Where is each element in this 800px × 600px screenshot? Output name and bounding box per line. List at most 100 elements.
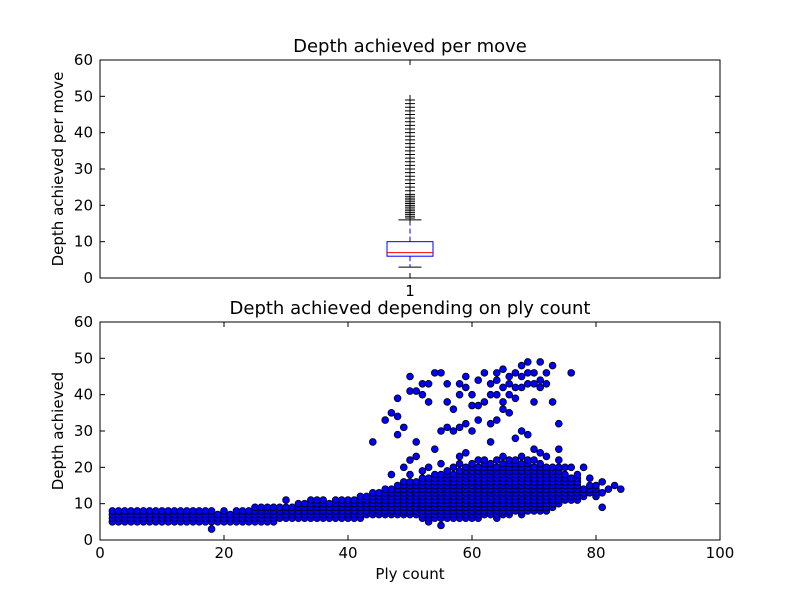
scatter-point [530, 398, 538, 406]
scatter-point [548, 361, 557, 370]
scatter-point [176, 507, 185, 515]
scatter-point [474, 376, 483, 384]
scatter-point [474, 456, 483, 464]
scatter-point [201, 507, 210, 515]
scatter-point [381, 485, 390, 493]
scatter-point [517, 372, 526, 381]
scatter-point [207, 525, 216, 533]
scatter-point [257, 503, 266, 512]
scatter-point [499, 452, 507, 461]
scatter-point [195, 507, 204, 515]
scatter-point [269, 503, 278, 512]
scatter-point [145, 507, 154, 515]
scatter-plot-x-tick-label: 80 [586, 544, 605, 562]
scatter-point [437, 369, 445, 377]
scatter-point [554, 419, 563, 428]
scatter-point [424, 379, 433, 388]
scatter-point [530, 369, 538, 377]
scatter-point [300, 499, 309, 508]
scatter-point [542, 452, 551, 461]
scatter-point [486, 379, 495, 388]
scatter-point [214, 510, 222, 519]
scatter-plot-y-ticks: 0 10 20 30 40 50 60 [74, 313, 720, 549]
scatter-point [399, 478, 408, 486]
scatter-point [430, 369, 439, 377]
scatter-point [368, 438, 377, 446]
scatter-point [449, 405, 458, 414]
scatter-point [542, 463, 551, 472]
scatter-point [492, 416, 501, 424]
scatter-plot-y-tick-label: 10 [74, 495, 93, 513]
scatter-plot-y-tick-label: 20 [74, 458, 93, 476]
scatter-point [282, 496, 290, 504]
scatter-point [542, 379, 551, 388]
scatter-point [406, 470, 414, 479]
scatter-point [170, 507, 179, 515]
box-plot-x-ticks: 1 [405, 60, 415, 300]
scatter-point [561, 463, 569, 472]
scatter-point [492, 390, 501, 399]
scatter-point [530, 445, 538, 453]
scatter-point [461, 372, 470, 381]
scatter-point [604, 485, 613, 493]
scatter-point [220, 507, 228, 515]
scatter-point [511, 434, 520, 443]
scatter-point [517, 459, 526, 468]
scatter-point [517, 361, 526, 370]
scatter-point [592, 481, 600, 490]
scatter-point [542, 369, 551, 377]
scatter-point [554, 456, 563, 464]
scatter-point [424, 474, 433, 483]
scatter-point [554, 445, 563, 453]
scatter-point [443, 467, 452, 475]
scatter-point [263, 503, 272, 512]
scatter-point [443, 398, 452, 406]
scatter-point [598, 488, 606, 497]
scatter-point [412, 438, 421, 446]
scatter-point [468, 390, 476, 399]
scatter-plot-points [108, 358, 625, 533]
scatter-point [480, 398, 489, 406]
scatter-point [567, 369, 575, 377]
scatter-point [567, 463, 575, 472]
scatter-point [548, 398, 557, 406]
scatter-point [406, 478, 414, 486]
scatter-point [517, 452, 526, 461]
scatter-point [523, 379, 532, 388]
scatter-point [505, 390, 514, 399]
scatter-point [121, 507, 129, 515]
scatter-point [437, 427, 445, 435]
scatter-point [393, 481, 402, 490]
scatter-point [139, 507, 148, 515]
scatter-point [282, 503, 290, 512]
scatter-point [455, 379, 464, 388]
scatter-point [585, 481, 594, 490]
scatter-point [468, 459, 476, 468]
scatter-point [505, 409, 514, 417]
scatter-point [164, 507, 173, 515]
scatter-point [152, 507, 160, 515]
scatter-point [424, 463, 433, 472]
scatter-point [585, 474, 594, 483]
box-plot-axes: Depth achieved per move Depth achieved p… [49, 36, 721, 300]
scatter-point [275, 503, 284, 512]
scatter-point [536, 376, 544, 384]
scatter-point [455, 459, 464, 468]
scatter-point [480, 369, 489, 377]
scatter-point [356, 492, 365, 501]
box-plot-title: Depth achieved per move [293, 36, 527, 57]
scatter-point [344, 496, 352, 504]
scatter-point [449, 470, 458, 479]
scatter-point [437, 470, 445, 479]
scatter-plot-y-axis-label: Depth achieved [49, 372, 67, 490]
scatter-point [468, 427, 476, 435]
scatter-plot-x-tick-label: 60 [462, 544, 481, 562]
scatter-point [443, 379, 452, 388]
scatter-point [127, 507, 135, 515]
scatter-plot-y-tick-label: 40 [74, 386, 93, 404]
scatter-point [449, 427, 458, 435]
scatter-point [455, 467, 464, 475]
scatter-point [573, 470, 582, 479]
scatter-point [486, 419, 495, 428]
scatter-point [486, 438, 495, 446]
